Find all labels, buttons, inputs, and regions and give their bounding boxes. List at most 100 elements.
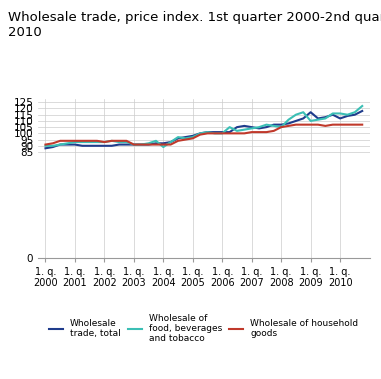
Wholesale of
food, beverages
and tobacco	[117, 140, 122, 144]
Wholesale of
food, beverages
and tobacco	[205, 130, 210, 135]
Wholesale of
food, beverages
and tobacco	[294, 113, 298, 117]
Wholesale of
food, beverages
and tobacco	[316, 117, 320, 122]
Legend: Wholesale
trade, total, Wholesale of
food, beverages
and tobacco, Wholesale of h: Wholesale trade, total, Wholesale of foo…	[46, 310, 362, 347]
Wholesale of household
goods	[338, 122, 343, 127]
Wholesale of
food, beverages
and tobacco	[168, 140, 173, 144]
Wholesale of
food, beverages
and tobacco	[183, 136, 188, 141]
Wholesale of household
goods	[117, 139, 122, 143]
Wholesale of household
goods	[345, 122, 350, 127]
Wholesale of household
goods	[205, 131, 210, 136]
Wholesale of household
goods	[146, 142, 151, 147]
Wholesale
trade, total	[58, 142, 62, 147]
Line: Wholesale
trade, total: Wholesale trade, total	[45, 111, 362, 148]
Wholesale
trade, total	[161, 141, 166, 146]
Wholesale of household
goods	[161, 142, 166, 147]
Wholesale of
food, beverages
and tobacco	[227, 125, 232, 129]
Wholesale of household
goods	[80, 139, 85, 143]
Wholesale of
food, beverages
and tobacco	[338, 111, 343, 116]
Wholesale of
food, beverages
and tobacco	[146, 141, 151, 146]
Wholesale of household
goods	[51, 141, 55, 146]
Wholesale
trade, total	[220, 130, 224, 135]
Wholesale of household
goods	[257, 130, 261, 135]
Wholesale of household
goods	[316, 122, 320, 127]
Wholesale of
food, beverages
and tobacco	[213, 131, 217, 136]
Wholesale of household
goods	[272, 128, 276, 133]
Wholesale
trade, total	[323, 115, 328, 119]
Wholesale
trade, total	[168, 140, 173, 144]
Wholesale
trade, total	[227, 130, 232, 135]
Wholesale
trade, total	[51, 145, 55, 149]
Wholesale
trade, total	[154, 141, 158, 146]
Wholesale of household
goods	[176, 139, 180, 143]
Wholesale of
food, beverages
and tobacco	[257, 125, 261, 129]
Wholesale
trade, total	[257, 126, 261, 131]
Wholesale of household
goods	[352, 122, 357, 127]
Wholesale
trade, total	[117, 142, 122, 147]
Wholesale of household
goods	[168, 142, 173, 147]
Wholesale of household
goods	[242, 131, 247, 136]
Wholesale of
food, beverages
and tobacco	[154, 139, 158, 143]
Wholesale of household
goods	[301, 122, 306, 127]
Wholesale
trade, total	[235, 125, 239, 129]
Wholesale of household
goods	[213, 131, 217, 136]
Wholesale of
food, beverages
and tobacco	[51, 144, 55, 148]
Wholesale of household
goods	[131, 142, 136, 147]
Wholesale of
food, beverages
and tobacco	[58, 142, 62, 147]
Wholesale
trade, total	[316, 116, 320, 121]
Wholesale
trade, total	[301, 116, 306, 121]
Wholesale
trade, total	[43, 146, 48, 150]
Wholesale of household
goods	[95, 139, 99, 143]
Wholesale of
food, beverages
and tobacco	[102, 140, 107, 144]
Wholesale of household
goods	[102, 140, 107, 144]
Wholesale of
food, beverages
and tobacco	[272, 124, 276, 128]
Wholesale of household
goods	[235, 131, 239, 136]
Wholesale of
food, beverages
and tobacco	[352, 110, 357, 114]
Wholesale of household
goods	[65, 139, 70, 143]
Line: Wholesale of household
goods: Wholesale of household goods	[45, 125, 362, 144]
Wholesale of
food, beverages
and tobacco	[139, 142, 144, 147]
Wholesale of
food, beverages
and tobacco	[264, 122, 269, 127]
Line: Wholesale of
food, beverages
and tobacco: Wholesale of food, beverages and tobacco	[45, 106, 362, 147]
Wholesale of
food, beverages
and tobacco	[198, 131, 202, 136]
Wholesale
trade, total	[279, 122, 283, 127]
Wholesale of
food, beverages
and tobacco	[80, 140, 85, 144]
Wholesale of household
goods	[58, 139, 62, 143]
Wholesale of household
goods	[264, 130, 269, 135]
Wholesale
trade, total	[87, 144, 92, 148]
Wholesale of household
goods	[286, 124, 291, 128]
Wholesale
trade, total	[124, 142, 129, 147]
Wholesale of household
goods	[220, 131, 224, 136]
Wholesale of household
goods	[198, 132, 202, 137]
Wholesale of
food, beverages
and tobacco	[330, 111, 335, 116]
Wholesale of
food, beverages
and tobacco	[65, 141, 70, 146]
Wholesale
trade, total	[242, 124, 247, 128]
Wholesale of
food, beverages
and tobacco	[220, 131, 224, 136]
Wholesale
trade, total	[205, 130, 210, 135]
Wholesale
trade, total	[198, 131, 202, 136]
Wholesale
trade, total	[102, 144, 107, 148]
Wholesale of household
goods	[294, 122, 298, 127]
Wholesale
trade, total	[338, 116, 343, 121]
Wholesale
trade, total	[176, 136, 180, 141]
Wholesale
trade, total	[183, 135, 188, 139]
Wholesale of
food, beverages
and tobacco	[95, 140, 99, 144]
Wholesale of household
goods	[227, 131, 232, 136]
Wholesale
trade, total	[308, 110, 313, 114]
Wholesale of household
goods	[154, 142, 158, 147]
Wholesale of household
goods	[190, 136, 195, 141]
Wholesale of
food, beverages
and tobacco	[279, 125, 283, 129]
Wholesale of
food, beverages
and tobacco	[73, 140, 77, 144]
Wholesale of
food, beverages
and tobacco	[286, 117, 291, 122]
Wholesale
trade, total	[65, 142, 70, 147]
Wholesale
trade, total	[131, 142, 136, 147]
Wholesale
trade, total	[109, 144, 114, 148]
Wholesale of
food, beverages
and tobacco	[235, 128, 239, 133]
Wholesale of household
goods	[73, 139, 77, 143]
Wholesale of
food, beverages
and tobacco	[43, 144, 48, 148]
Wholesale
trade, total	[250, 125, 254, 129]
Wholesale of
food, beverages
and tobacco	[176, 135, 180, 139]
Wholesale of household
goods	[279, 125, 283, 129]
Wholesale
trade, total	[352, 113, 357, 117]
Wholesale
trade, total	[213, 130, 217, 135]
Wholesale of household
goods	[330, 122, 335, 127]
